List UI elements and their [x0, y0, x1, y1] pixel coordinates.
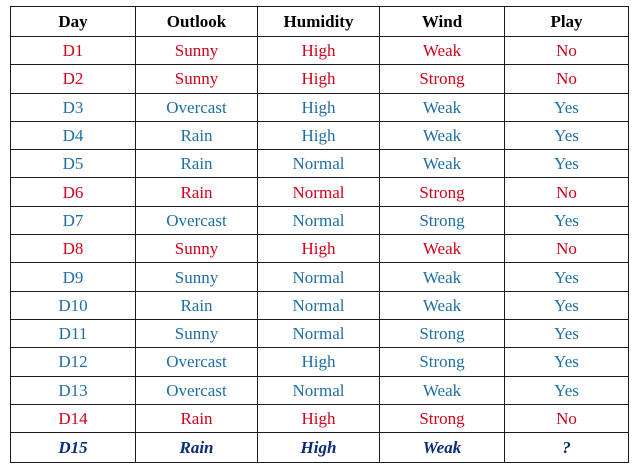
- cell-outlook: Rain: [135, 120, 258, 151]
- cell-humidity: High: [257, 347, 380, 377]
- table-row: D12 Overcast High Strong Yes: [10, 347, 629, 377]
- query-cell-humidity: High: [257, 432, 380, 464]
- cell-humidity: High: [257, 64, 380, 94]
- table-row: D5 Rain Normal Weak Yes: [10, 149, 629, 179]
- cell-humidity: Normal: [257, 318, 380, 349]
- cell-day: D2: [10, 64, 136, 94]
- cell-day: D1: [10, 35, 136, 66]
- cell-play: No: [504, 35, 629, 66]
- cell-humidity: Normal: [257, 375, 380, 405]
- cell-play: No: [504, 64, 629, 94]
- cell-play: No: [504, 177, 629, 207]
- header-row: Day Outlook Humidity Wind Play: [10, 6, 629, 37]
- cell-play: Yes: [504, 262, 629, 292]
- cell-wind: Weak: [379, 290, 505, 320]
- table-row: D14 Rain High Strong No: [10, 403, 629, 434]
- cell-outlook: Sunny: [135, 318, 258, 349]
- cell-outlook: Rain: [135, 149, 258, 179]
- cell-play: Yes: [504, 318, 629, 349]
- cell-day: D12: [10, 347, 136, 377]
- cell-wind: Weak: [379, 149, 505, 179]
- table-row: D13 Overcast Normal Weak Yes: [10, 375, 629, 405]
- cell-wind: Strong: [379, 177, 505, 207]
- cell-play: Yes: [504, 290, 629, 320]
- query-cell-play: ?: [504, 432, 629, 464]
- query-cell-day: D15: [10, 432, 136, 464]
- table-row: D9 Sunny Normal Weak Yes: [10, 262, 629, 292]
- cell-day: D9: [10, 262, 136, 292]
- cell-wind: Weak: [379, 234, 505, 264]
- table-row: D1 Sunny High Weak No: [10, 35, 629, 66]
- cell-outlook: Sunny: [135, 234, 258, 264]
- cell-humidity: Normal: [257, 177, 380, 207]
- header-outlook: Outlook: [135, 6, 258, 37]
- cell-wind: Strong: [379, 205, 505, 236]
- cell-day: D13: [10, 375, 136, 405]
- cell-day: D11: [10, 318, 136, 349]
- cell-outlook: Rain: [135, 403, 258, 434]
- cell-outlook: Rain: [135, 290, 258, 320]
- table-row: D2 Sunny High Strong No: [10, 64, 629, 94]
- cell-humidity: High: [257, 234, 380, 264]
- cell-wind: Weak: [379, 262, 505, 292]
- cell-wind: Strong: [379, 347, 505, 377]
- cell-outlook: Sunny: [135, 35, 258, 66]
- cell-play: No: [504, 234, 629, 264]
- query-cell-wind: Weak: [379, 432, 505, 464]
- cell-day: D3: [10, 92, 136, 122]
- header-day: Day: [10, 6, 136, 37]
- table-row: D11 Sunny Normal Strong Yes: [10, 318, 629, 349]
- weather-play-table: Day Outlook Humidity Wind Play D1 Sunny Hi…: [10, 6, 629, 464]
- cell-day: D10: [10, 290, 136, 320]
- header-humidity: Humidity: [257, 6, 380, 37]
- cell-outlook: Overcast: [135, 205, 258, 236]
- cell-wind: Strong: [379, 403, 505, 434]
- cell-play: Yes: [504, 92, 629, 122]
- cell-day: D7: [10, 205, 136, 236]
- cell-day: D14: [10, 403, 136, 434]
- cell-humidity: High: [257, 120, 380, 151]
- cell-wind: Strong: [379, 64, 505, 94]
- cell-humidity: High: [257, 403, 380, 434]
- cell-play: Yes: [504, 120, 629, 151]
- header-wind: Wind: [379, 6, 505, 37]
- cell-outlook: Rain: [135, 177, 258, 207]
- cell-outlook: Overcast: [135, 375, 258, 405]
- cell-humidity: High: [257, 92, 380, 122]
- cell-wind: Weak: [379, 35, 505, 66]
- cell-wind: Weak: [379, 92, 505, 122]
- cell-play: Yes: [504, 347, 629, 377]
- table-row: D3 Overcast High Weak Yes: [10, 92, 629, 122]
- cell-outlook: Sunny: [135, 262, 258, 292]
- table-row: D8 Sunny High Weak No: [10, 234, 629, 264]
- cell-wind: Weak: [379, 120, 505, 151]
- cell-wind: Weak: [379, 375, 505, 405]
- table-row: D7 Overcast Normal Strong Yes: [10, 205, 629, 236]
- cell-outlook: Sunny: [135, 64, 258, 94]
- cell-day: D6: [10, 177, 136, 207]
- cell-humidity: Normal: [257, 149, 380, 179]
- table-row: D10 Rain Normal Weak Yes: [10, 290, 629, 320]
- cell-play: Yes: [504, 149, 629, 179]
- cell-humidity: Normal: [257, 290, 380, 320]
- cell-outlook: Overcast: [135, 347, 258, 377]
- table-body: D1 Sunny High Weak No D2 Sunny High Strong No D3 Ov…: [10, 35, 629, 464]
- header-play: Play: [504, 6, 629, 37]
- cell-play: Yes: [504, 375, 629, 405]
- query-row: D15 Rain High Weak?: [10, 432, 629, 464]
- cell-outlook: Overcast: [135, 92, 258, 122]
- table-row: D4 Rain High Weak Yes: [10, 120, 629, 151]
- cell-humidity: High: [257, 35, 380, 66]
- cell-wind: Strong: [379, 318, 505, 349]
- cell-day: D8: [10, 234, 136, 264]
- table-row: D6 Rain Normal Strong No: [10, 177, 629, 207]
- cell-humidity: Normal: [257, 262, 380, 292]
- cell-day: D4: [10, 120, 136, 151]
- query-cell-outlook: Rain: [135, 432, 258, 464]
- cell-humidity: Normal: [257, 205, 380, 236]
- cell-play: Yes: [504, 205, 629, 236]
- cell-play: No: [504, 403, 629, 434]
- cell-day: D5: [10, 149, 136, 179]
